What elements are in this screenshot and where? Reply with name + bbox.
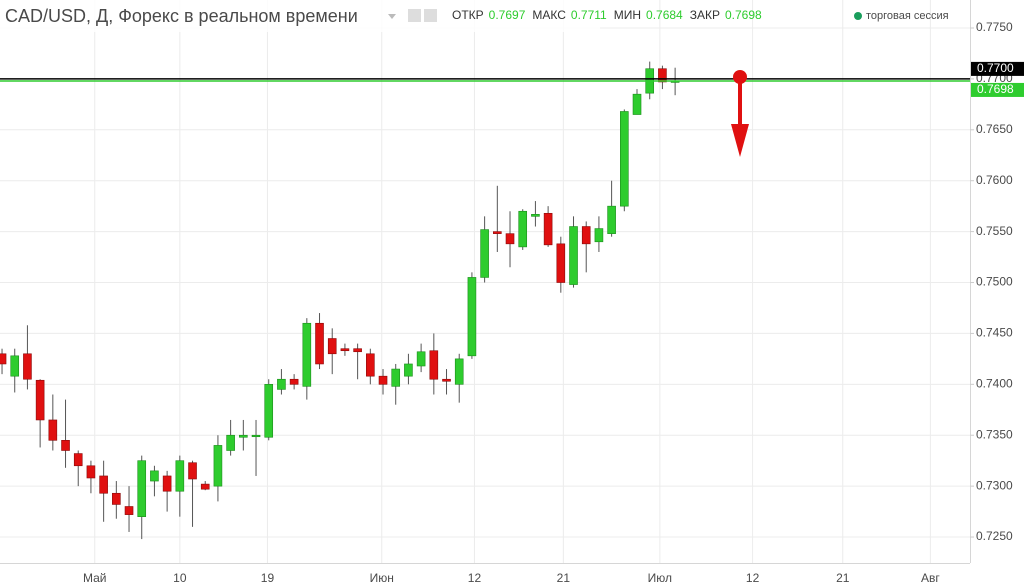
- candle-body: [429, 350, 439, 380]
- price-label-box: [971, 61, 1024, 76]
- price-label-box: [971, 82, 1024, 97]
- candle-body: [454, 358, 464, 385]
- candle-body: [137, 460, 147, 517]
- y-tick-label: 0.7400: [976, 376, 1013, 390]
- dropdown-icon[interactable]: [388, 14, 396, 19]
- ohlc-label: ОТКР: [452, 8, 484, 22]
- candle-body: [493, 231, 502, 234]
- candle-body: [200, 483, 210, 490]
- candle-body: [378, 375, 388, 385]
- candle-body: [467, 277, 477, 357]
- candle-body: [569, 226, 578, 285]
- ohlc-value: 0.7697: [489, 8, 526, 22]
- candle-body: [86, 465, 96, 479]
- candle-body: [620, 111, 629, 207]
- labels: 0.7250 0.7300 0.7350 0.7400 0.7450 0.7500 0.75…: [83, 20, 1024, 585]
- x-tick-label: Июн: [370, 571, 394, 585]
- session-label: торговая сессия: [866, 10, 949, 22]
- arrow-head: [731, 124, 749, 157]
- x-tick-label: 10: [173, 571, 187, 585]
- ohlc-value: 0.7698: [725, 8, 762, 22]
- candle-body: [416, 351, 426, 367]
- plot: [0, 61, 970, 540]
- candle-body: [213, 445, 223, 487]
- chart-title: CAD/USD, Д, Форекс в реальном времени: [5, 6, 358, 26]
- candle-body: [543, 212, 553, 246]
- candle-body: [391, 368, 401, 387]
- candle-body: [0, 353, 7, 365]
- candle-body: [518, 210, 528, 248]
- x-tick-label: Июл: [648, 571, 672, 585]
- candle-body: [442, 378, 451, 382]
- candle-body: [188, 462, 197, 480]
- candle-body: [531, 214, 540, 217]
- candle-body: [277, 378, 286, 390]
- candle-body: [632, 93, 642, 115]
- y-tick-label: 0.7750: [976, 20, 1013, 34]
- x-tick-label: 21: [557, 571, 571, 585]
- session-dot: [854, 12, 862, 20]
- settings-icon[interactable]: [408, 9, 421, 22]
- candle-body: [594, 228, 604, 243]
- x-tick-label: 12: [468, 571, 482, 585]
- y-tick-label: 0.7350: [976, 427, 1013, 441]
- candle-body: [340, 348, 350, 352]
- candle-body: [264, 384, 274, 438]
- candle-body: [607, 205, 616, 234]
- candle-body: [302, 322, 312, 387]
- candle-body: [226, 434, 235, 451]
- arrow-anchor: [733, 70, 747, 84]
- candle-body: [61, 440, 70, 451]
- candle-body: [556, 243, 566, 283]
- y-tick-label: 0.7550: [976, 224, 1013, 238]
- x-tick-label: Авг: [921, 571, 940, 585]
- candle-body: [23, 353, 32, 380]
- candle-body: [150, 470, 159, 482]
- header-bg: [0, 0, 600, 32]
- candle-body: [581, 226, 591, 245]
- price-label: 0.7698: [977, 82, 1014, 96]
- ohlc-value: 0.7711: [571, 8, 607, 22]
- candle-body: [48, 419, 58, 441]
- y-tick-label: 0.7500: [976, 275, 1013, 289]
- candle-body: [251, 434, 261, 438]
- candle-body: [404, 363, 413, 377]
- candle-body: [239, 434, 248, 438]
- candle-body: [505, 233, 515, 245]
- candle-body: [175, 460, 185, 492]
- ohlc-label: МИН: [614, 8, 641, 22]
- candle-body: [35, 379, 45, 421]
- candle-body: [73, 453, 83, 467]
- y-tick-label: 0.7300: [976, 478, 1013, 492]
- candle-body: [112, 492, 121, 505]
- y-tick-label: 0.7650: [976, 122, 1013, 136]
- candle-body: [327, 338, 337, 355]
- candle-body: [353, 348, 362, 353]
- price-label: 0.7700: [977, 61, 1014, 75]
- candle-body: [315, 322, 324, 365]
- candle-body: [658, 68, 667, 83]
- candle-body: [10, 355, 20, 377]
- candle-body: [124, 506, 134, 515]
- x-tick-label: 21: [836, 571, 850, 585]
- candle-body: [366, 353, 375, 377]
- candle-body: [162, 475, 172, 492]
- compare-icon[interactable]: [424, 9, 437, 22]
- ohlc-label: ЗАКР: [690, 8, 720, 22]
- candle-body: [289, 378, 299, 385]
- ohlc-header: ОТКР 0.7697 МАКС 0.7711 МИН 0.7684 ЗАКР 0.7698: [452, 8, 762, 22]
- ohlc-label: МАКС: [532, 8, 566, 22]
- x-tick-label: 19: [261, 571, 275, 585]
- x-tick-label: 12: [746, 571, 760, 585]
- x-tick-label: Май: [83, 571, 107, 585]
- y-tick-label: 0.7250: [976, 529, 1013, 543]
- ohlc-value: 0.7684: [646, 8, 683, 22]
- candle-body: [480, 229, 489, 278]
- y-tick-label: 0.7600: [976, 173, 1013, 187]
- candle-body: [99, 475, 108, 494]
- y-tick-label: 0.7450: [976, 326, 1013, 340]
